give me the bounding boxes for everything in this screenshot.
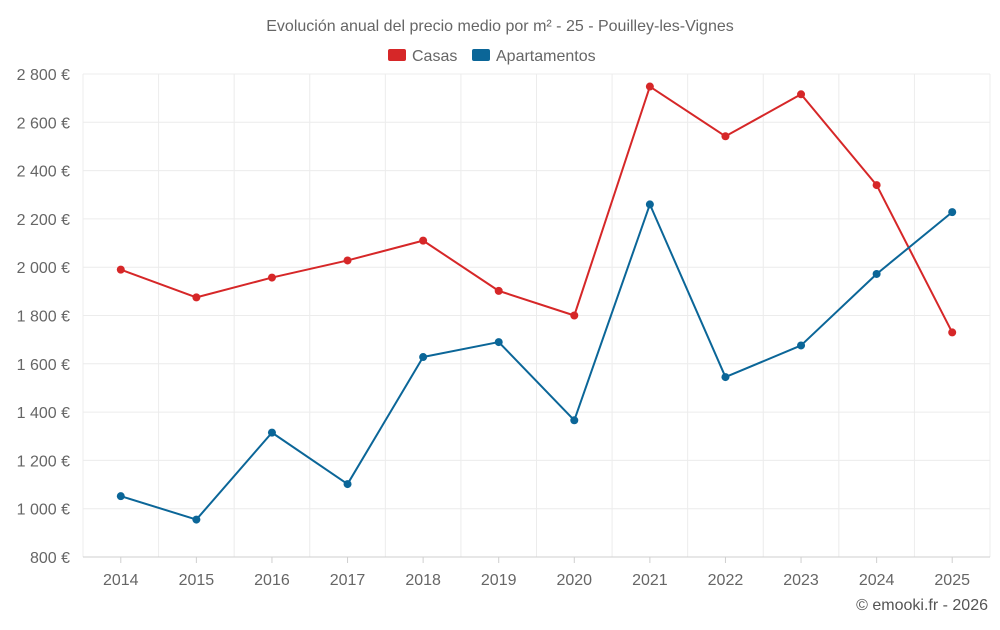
series — [116, 82, 957, 524]
data-point-casas[interactable] — [570, 311, 579, 320]
y-tick-label: 2 200 € — [17, 212, 70, 229]
data-point-apartamentos[interactable] — [343, 480, 352, 489]
x-tick-label: 2025 — [934, 572, 970, 589]
y-tick-label: 1 600 € — [17, 357, 70, 374]
x-tick-label: 2021 — [632, 572, 668, 589]
grid — [82, 73, 991, 557]
y-tick-label: 1 800 € — [17, 309, 70, 326]
data-point-casas[interactable] — [645, 82, 654, 91]
legend-item-apartamentos[interactable]: Apartamentos — [472, 48, 596, 65]
series-line-casas — [120, 85, 954, 333]
series-casas — [116, 82, 957, 337]
y-tick-label: 2 000 € — [17, 260, 70, 277]
series-line-apartamentos — [120, 203, 953, 521]
data-point-apartamentos[interactable] — [645, 200, 654, 209]
data-point-apartamentos[interactable] — [872, 269, 881, 278]
chart-title: Evolución anual del precio medio por m² … — [266, 18, 734, 35]
data-point-casas[interactable] — [267, 273, 276, 282]
data-point-casas[interactable] — [116, 265, 125, 274]
x-tick-label: 2024 — [859, 572, 895, 589]
data-point-apartamentos[interactable] — [570, 416, 579, 425]
y-tick-label: 1 000 € — [17, 502, 70, 519]
x-tick-label: 2023 — [783, 572, 819, 589]
data-point-casas[interactable] — [494, 286, 503, 295]
series-apartamentos — [116, 200, 957, 524]
data-point-apartamentos[interactable] — [192, 515, 201, 524]
legend-label-casas: Casas — [412, 48, 457, 65]
data-point-apartamentos[interactable] — [419, 353, 428, 362]
legend-swatch-casas — [388, 49, 406, 61]
data-point-casas[interactable] — [797, 90, 806, 99]
x-tick-label: 2022 — [708, 572, 744, 589]
y-tick-label: 2 800 € — [17, 67, 70, 84]
data-point-apartamentos[interactable] — [797, 341, 806, 350]
legend-item-casas[interactable]: Casas — [388, 48, 457, 65]
x-tick-label: 2020 — [556, 572, 592, 589]
data-point-casas[interactable] — [419, 236, 428, 245]
axes: 800 € 1 000 € 1 200 € 1 400 € 1 600 € 1 800 €… — [17, 67, 990, 589]
data-point-apartamentos[interactable] — [267, 428, 276, 437]
data-point-casas[interactable] — [343, 256, 352, 265]
y-tick-label: 1 200 € — [17, 453, 70, 470]
x-tick-label: 2017 — [330, 572, 366, 589]
data-point-apartamentos[interactable] — [721, 373, 730, 382]
data-point-apartamentos[interactable] — [494, 338, 503, 347]
x-tick-label: 2016 — [254, 572, 290, 589]
legend: Casas Apartamentos — [388, 48, 596, 65]
data-point-casas[interactable] — [872, 181, 881, 190]
legend-swatch-apartamentos — [472, 49, 490, 61]
y-tick-label: 2 400 € — [17, 164, 70, 181]
data-point-apartamentos[interactable] — [948, 208, 957, 217]
y-tick-label: 1 400 € — [17, 405, 70, 422]
y-tick-label: 2 600 € — [17, 115, 70, 132]
x-tick-label: 2019 — [481, 572, 517, 589]
data-point-casas[interactable] — [721, 132, 730, 141]
x-tick-label: 2014 — [103, 572, 139, 589]
data-point-casas[interactable] — [192, 293, 201, 302]
data-point-apartamentos[interactable] — [116, 492, 125, 501]
data-point-casas[interactable] — [948, 328, 957, 337]
y-tick-label: 800 € — [30, 550, 70, 567]
x-tick-label: 2018 — [405, 572, 441, 589]
legend-label-apartamentos: Apartamentos — [496, 48, 596, 65]
credit-text: © emooki.fr - 2026 — [856, 597, 988, 614]
x-tick-label: 2015 — [179, 572, 215, 589]
